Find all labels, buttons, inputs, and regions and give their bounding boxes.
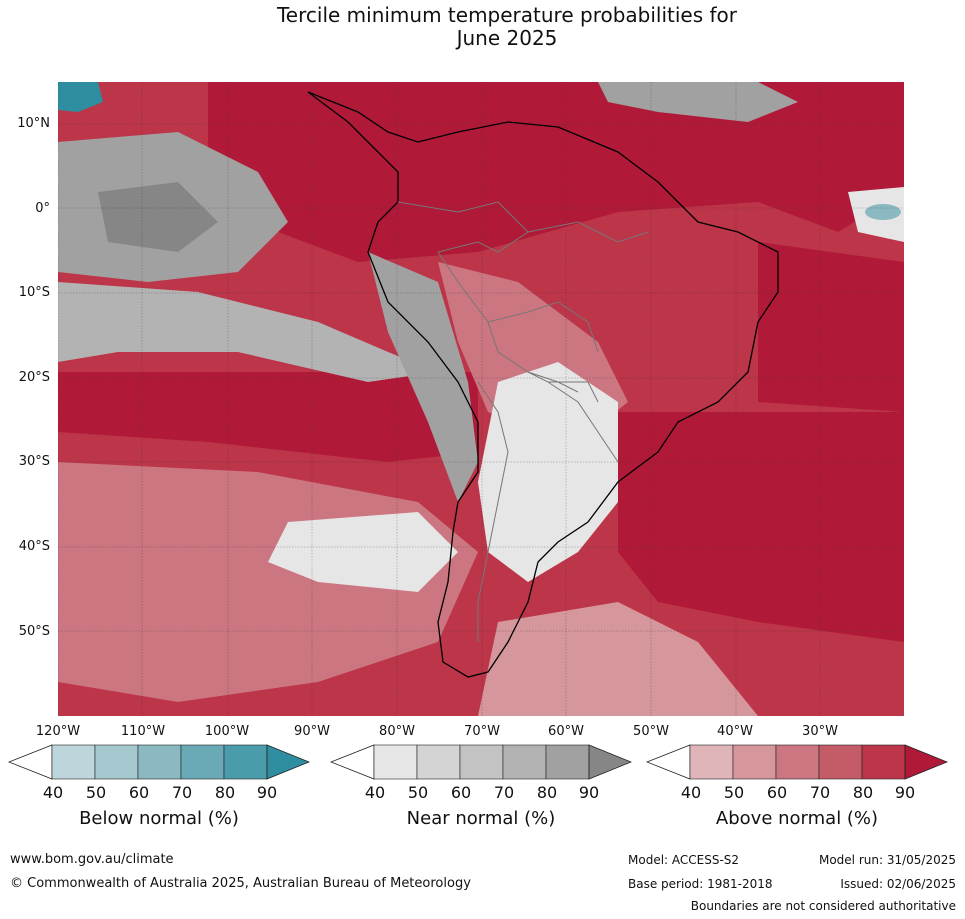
cbar-above-seg-4 xyxy=(818,744,863,780)
title-line-1: Tercile minimum temperature probabilitie… xyxy=(276,3,738,27)
cbar-near-tick: 60 xyxy=(450,783,472,802)
cbar-above-seg-1 xyxy=(689,744,734,780)
lat-label-0: 0° xyxy=(35,201,50,216)
cbar-near-tick: 90 xyxy=(578,783,600,802)
cbar-below-seg-4 xyxy=(180,744,225,780)
field-dark-red-central xyxy=(58,372,478,462)
colorbar-above-title: Above normal (%) xyxy=(715,808,879,829)
footer-issued: Issued: 02/06/2025 xyxy=(840,877,956,891)
lon-label-60w: 60°W xyxy=(548,724,584,739)
cbar-near-tick: 50 xyxy=(407,783,429,802)
cbar-above-seg-6 xyxy=(904,744,948,780)
cbar-below-tick: 80 xyxy=(214,783,236,802)
lon-label-70w: 70°W xyxy=(464,724,500,739)
lat-label-50s: 50°S xyxy=(18,624,50,639)
cbar-above-seg-0 xyxy=(646,744,691,780)
field-lightgrey-pacific xyxy=(268,512,458,592)
cbar-near-seg-5 xyxy=(545,744,590,780)
field-lightgrey-interior xyxy=(478,362,618,582)
cbar-near-seg-6 xyxy=(588,744,632,780)
lon-label-90w: 90°W xyxy=(294,724,330,739)
cbar-above-tick: 70 xyxy=(809,783,831,802)
cbar-below-tick: 50 xyxy=(85,783,107,802)
cbar-below-seg-1 xyxy=(51,744,96,780)
cbar-above-seg-3 xyxy=(775,744,820,780)
title-line-2: June 2025 xyxy=(456,26,558,50)
south-america-coastline xyxy=(307,91,779,678)
map-title: Tercile minimum temperature probabilitie… xyxy=(0,4,965,50)
lon-label-110w: 110°W xyxy=(120,724,166,739)
lat-label-20s: 20°S xyxy=(18,370,50,385)
cbar-near-seg-2 xyxy=(416,744,461,780)
cbar-near-seg-0 xyxy=(330,744,375,780)
footer-model: Model: ACCESS-S2 xyxy=(628,853,740,867)
footer-model-run: Model run: 31/05/2025 xyxy=(818,853,956,867)
colorbar-above-normal xyxy=(646,744,948,780)
cbar-near-tick: 70 xyxy=(493,783,515,802)
colorbar-below-title: Below normal (%) xyxy=(79,808,239,829)
cbar-below-tick: 90 xyxy=(256,783,278,802)
lat-label-10s: 10°S xyxy=(18,285,50,300)
lon-label-120w: 120°W xyxy=(35,724,81,739)
footer-base-period: Base period: 1981-2018 xyxy=(628,877,773,891)
cbar-above-tick: 90 xyxy=(894,783,916,802)
field-blue-east xyxy=(865,204,901,220)
lon-label-40w: 40°W xyxy=(717,724,753,739)
cbar-above-seg-5 xyxy=(861,744,906,780)
field-grey-north xyxy=(598,82,798,122)
field-grey-coast xyxy=(368,252,478,502)
cbar-near-seg-4 xyxy=(502,744,547,780)
cbar-below-tick: 70 xyxy=(171,783,193,802)
colorbar-below-normal xyxy=(8,744,310,780)
lat-label-30s: 30°S xyxy=(18,454,50,469)
field-blue-northwest xyxy=(58,82,103,112)
field-grey-band xyxy=(58,282,438,382)
probability-map xyxy=(58,82,904,716)
graticule xyxy=(58,82,904,716)
colorbar-near-normal xyxy=(330,744,632,780)
footer-copyright: © Commonwealth of Australia 2025, Austra… xyxy=(10,876,471,891)
cbar-below-seg-0 xyxy=(8,744,53,780)
lon-label-50w: 50°W xyxy=(633,724,669,739)
lat-label-10n: 10°N xyxy=(17,116,50,131)
cbar-near-tick: 80 xyxy=(536,783,558,802)
footer-disclaimer: Boundaries are not considered authoritat… xyxy=(690,899,956,913)
lon-label-80w: 80°W xyxy=(379,724,415,739)
field-pink-south xyxy=(478,602,758,716)
cbar-below-seg-3 xyxy=(137,744,182,780)
cbar-below-seg-5 xyxy=(223,744,268,780)
field-darkgrey-northwest xyxy=(98,182,218,252)
cbar-near-seg-1 xyxy=(373,744,418,780)
cbar-below-seg-6 xyxy=(266,744,310,780)
cbar-near-tick: 40 xyxy=(364,783,386,802)
field-dark-red-north xyxy=(208,82,904,262)
field-dark-red-southeast xyxy=(618,412,904,642)
cbar-below-tick: 40 xyxy=(42,783,64,802)
cbar-above-tick: 60 xyxy=(766,783,788,802)
footer-url[interactable]: www.bom.gov.au/climate xyxy=(10,852,174,867)
cbar-below-tick: 60 xyxy=(128,783,150,802)
colorbar-near-title: Near normal (%) xyxy=(406,808,556,829)
field-dark-red-east xyxy=(758,242,904,412)
cbar-below-seg-2 xyxy=(94,744,139,780)
cbar-above-tick: 50 xyxy=(723,783,745,802)
lon-label-30w: 30°W xyxy=(802,724,838,739)
cbar-near-seg-3 xyxy=(459,744,504,780)
cbar-above-tick: 80 xyxy=(852,783,874,802)
country-boundaries xyxy=(397,201,649,642)
cbar-above-seg-2 xyxy=(732,744,777,780)
lon-label-100w: 100°W xyxy=(204,724,250,739)
cbar-above-tick: 40 xyxy=(680,783,702,802)
lat-label-40s: 40°S xyxy=(18,539,50,554)
